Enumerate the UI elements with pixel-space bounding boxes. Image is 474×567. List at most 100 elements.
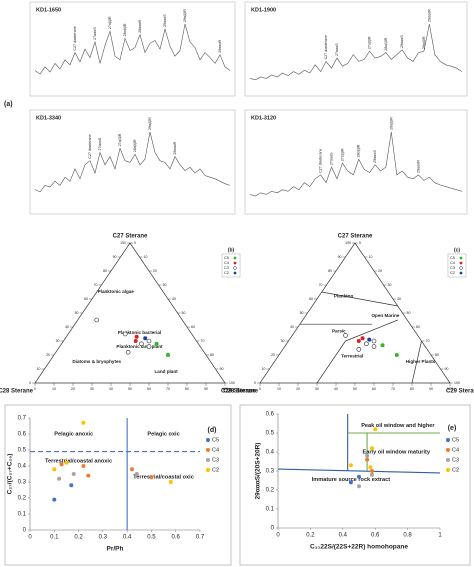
y-tick-label: 0.6 — [266, 412, 275, 418]
field-boundary — [345, 319, 398, 342]
legend-marker — [233, 256, 237, 260]
field-label: Open Marine — [371, 313, 399, 318]
ternary-tick-label: 100 — [454, 381, 460, 385]
x-axis-label: Pr/Ph — [107, 546, 124, 553]
ternary-tick-label: 40 — [290, 325, 294, 329]
ternary-tick-label: 90 — [220, 367, 224, 371]
field-label: Planktonic land plant — [116, 344, 163, 349]
legend-label: C3 — [452, 457, 459, 463]
x-tick-label: 0.8 — [403, 533, 412, 539]
legend-marker — [446, 468, 450, 472]
vertex-label: C27 Sterane — [113, 234, 148, 240]
panel-label: (b) — [228, 247, 235, 253]
legend-marker — [206, 448, 210, 452]
ternary-tick-label: 70 — [201, 339, 205, 343]
field-label: Land plant — [154, 369, 178, 374]
peak-label: 29αββR — [422, 36, 426, 49]
sample-point — [81, 464, 86, 468]
ternary-tick-label: 100 — [222, 387, 228, 391]
panel-frame — [239, 404, 471, 566]
sample-point — [168, 480, 173, 484]
field-boundary — [321, 291, 398, 307]
panel-label: (e) — [448, 425, 457, 432]
chromatogram-trace — [249, 131, 463, 197]
sample-point — [380, 343, 385, 348]
chromatogram-frame — [29, 1, 236, 97]
sample-point — [134, 334, 139, 339]
sample-point — [369, 446, 374, 451]
x-tick-label: 0.3 — [99, 535, 108, 541]
sample-point — [64, 460, 69, 465]
y-tick-label: 0.3 — [266, 469, 275, 475]
x-tick-label: 0 — [28, 535, 32, 541]
ternary-tick-label: 80 — [410, 387, 414, 391]
legend-marker — [459, 271, 463, 275]
ternary-tick-label: 10 — [144, 255, 148, 259]
legend-label: C5 — [224, 256, 229, 260]
ternary-tick-label: 60 — [147, 387, 151, 391]
chromatogram-title: KD1-1900 — [251, 7, 276, 13]
peak-label: 28αααR — [138, 20, 142, 33]
panel-label: (c) — [454, 247, 460, 253]
sample-point — [122, 331, 128, 337]
x-tick-label: 0.4 — [123, 535, 132, 541]
peak-label: 29αββR — [389, 117, 393, 130]
region-label: Terrestrial/coastal anoxic — [45, 459, 112, 465]
vertex-label: C28 Sterane — [0, 389, 34, 395]
reference-line — [277, 468, 441, 474]
region-label: Immature source rock extract — [312, 477, 390, 483]
legend-marker — [206, 438, 210, 442]
y-tick-label: 0.5 — [266, 431, 275, 437]
ternary-tick-label: 80 — [185, 387, 189, 391]
chromatogram-frame — [29, 109, 236, 215]
legend-marker — [459, 256, 463, 260]
peak-label: 29αββR — [148, 117, 152, 130]
legend-label: C4 — [212, 447, 219, 453]
chromatogram-frame — [244, 109, 468, 215]
legend-label: C5 — [450, 256, 455, 260]
ternary-tick-label: 10 — [369, 255, 373, 259]
field-label: Parsic — [332, 328, 346, 333]
sample-point — [356, 347, 362, 352]
peak-label: 29αααR — [173, 141, 177, 154]
peak-label: 29αααR — [416, 160, 420, 173]
legend-label: C4 — [450, 261, 455, 265]
region-label: Terrestrial/coastal oxic — [133, 475, 194, 481]
y-tick-label: 0 — [23, 528, 27, 534]
field-label: Planktonic algae — [98, 289, 135, 294]
sample-point — [357, 474, 361, 479]
vertex-label: C29 Sterane — [446, 389, 474, 395]
ternary-tick-label: 50 — [353, 387, 357, 391]
legend-marker — [233, 261, 237, 265]
ternary-tick-label: 80 — [210, 353, 214, 357]
legend-marker — [459, 266, 463, 270]
legend-marker — [233, 271, 237, 275]
ternary-tick-label: 20 — [71, 387, 75, 391]
sample-point — [86, 473, 91, 478]
vertex-label: C27 Sterane — [338, 234, 373, 240]
x-tick-label: 0.2 — [74, 535, 83, 541]
ternary-tick-label: 80 — [103, 269, 107, 273]
legend-label: C4 — [224, 261, 229, 265]
ternary-tick-label: 10 — [277, 387, 281, 391]
peak-label: 29αααS — [400, 35, 404, 48]
peak-label: C27 diasterane — [319, 149, 323, 173]
ternary-tick-label: 90 — [429, 387, 433, 391]
peak-label: 29αααR — [218, 40, 222, 53]
legend-marker — [206, 458, 210, 462]
sample-point — [369, 472, 374, 477]
x-tick-label: 0.2 — [306, 533, 315, 539]
field-label: Plankton — [334, 293, 354, 298]
sample-point — [371, 338, 377, 344]
ternary-tick-label: 100 — [229, 381, 235, 385]
ternary-tick-label: 60 — [416, 325, 420, 329]
peak-label: 29αααS — [373, 150, 377, 163]
ternary-tick-label: 40 — [172, 297, 176, 301]
ternary-tick-label: 10 — [262, 367, 266, 371]
ternary-tick-label: 50 — [300, 311, 304, 315]
sample-point — [143, 336, 148, 341]
ternary-tick-label: 0 — [254, 381, 256, 385]
legend-frame — [221, 253, 241, 278]
x-tick-label: 0.6 — [371, 533, 380, 539]
ternary-tick-label: 90 — [204, 387, 208, 391]
